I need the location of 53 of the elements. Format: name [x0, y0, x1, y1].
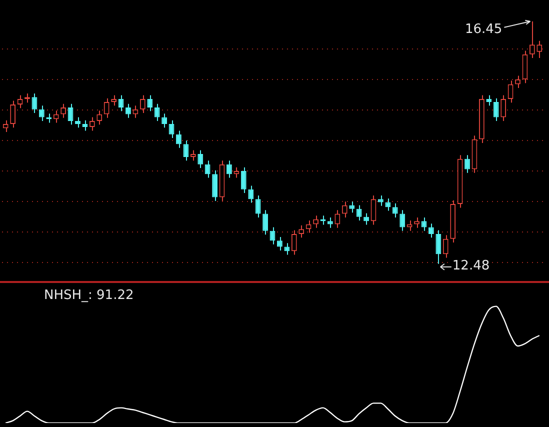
candlestick: [414, 216, 420, 228]
candlestick: [298, 224, 304, 238]
candlestick: [486, 94, 492, 106]
candlestick: [154, 103, 160, 122]
candlestick: [96, 110, 102, 126]
candlestick: [75, 116, 80, 128]
candlestick: [2, 120, 8, 132]
candlestick: [493, 98, 499, 122]
candlestick: [392, 202, 398, 218]
candlestick: [291, 230, 297, 256]
candlestick: [385, 198, 391, 212]
candlestick: [10, 100, 16, 128]
candlestick: [212, 170, 218, 202]
candlestick: [284, 242, 290, 256]
candlestick: [378, 194, 384, 206]
candlestick: [226, 160, 232, 178]
candlestick: [176, 130, 182, 148]
candlestick: [328, 216, 333, 228]
candlestick: [313, 215, 318, 228]
candlestick: [442, 234, 448, 258]
candlestick: [356, 204, 362, 222]
candlestick: [204, 160, 210, 178]
candlestick: [536, 40, 542, 59]
candlestick: [277, 236, 282, 251]
candlestick: [349, 201, 355, 214]
candlestick: [515, 75, 520, 88]
candlestick: [464, 154, 470, 174]
candlestick: [255, 194, 261, 218]
candlestick: [132, 105, 138, 118]
candlestick: [436, 230, 442, 264]
chart-title: NHSH_: 91.22: [44, 288, 134, 303]
candlestick: [190, 150, 196, 162]
candlestick: [400, 210, 406, 232]
candlestick: [82, 120, 88, 132]
candlestick: [234, 166, 240, 178]
candlestick: [406, 220, 412, 232]
candlestick: [53, 110, 59, 124]
candlestick: [262, 210, 268, 236]
candlestick: [334, 210, 340, 228]
candlestick: [529, 20, 535, 59]
candlestick: [198, 150, 204, 168]
candlestick: [240, 166, 246, 194]
candlestick: [248, 185, 254, 204]
candlestick: [140, 94, 146, 114]
candlestick: [183, 140, 189, 162]
candlestick: [364, 212, 369, 226]
candlestick: [111, 94, 117, 106]
annotation: 16.45: [464, 22, 502, 37]
candlestick: [104, 98, 110, 118]
candlestick: [500, 94, 506, 122]
candlestick: [32, 92, 38, 114]
candlestick: [306, 220, 312, 234]
annotation: 12.48: [452, 258, 490, 274]
